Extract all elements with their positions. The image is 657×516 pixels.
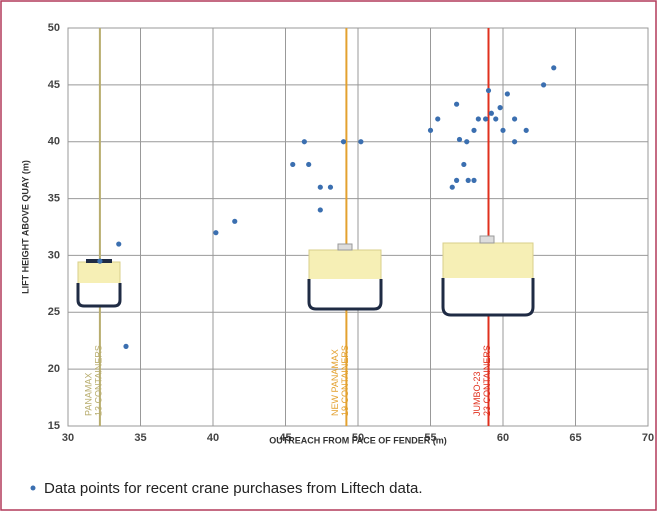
data-point [500,128,505,133]
new-panamax-ship [309,244,381,309]
data-point [450,185,455,190]
data-point [341,139,346,144]
data-point [486,88,491,93]
data-point [290,162,295,167]
y-tick-label: 25 [48,306,60,318]
data-point [512,116,517,121]
legend-label: Data points for recent crane purchases f… [44,480,423,497]
reference-label: 19 CONTAINERS [340,345,350,416]
y-axis-label: LIFT HEIGHT ABOVE QUAY (m) [20,160,30,294]
data-point [454,102,459,107]
data-point [213,230,218,235]
reference-label: NEW PANAMAX [330,349,340,416]
y-tick-label: 45 [48,79,60,91]
data-point [466,178,471,183]
x-tick-label: 40 [207,432,219,444]
x-tick-label: 60 [497,432,509,444]
legend-marker [31,486,36,491]
data-point [541,82,546,87]
data-point [306,162,311,167]
data-point [435,116,440,121]
y-tick-label: 50 [48,22,60,34]
y-tick-label: 35 [48,192,60,204]
data-point [457,137,462,142]
data-point [551,65,556,70]
data-point [505,91,510,96]
data-point [461,162,466,167]
data-point [428,128,433,133]
data-point [454,178,459,183]
data-point [471,128,476,133]
data-point [302,139,307,144]
data-point [318,207,323,212]
data-point [512,139,517,144]
data-point [328,185,333,190]
data-point [483,116,488,121]
data-point [493,116,498,121]
reference-label: PANAMAX [83,373,93,416]
x-tick-label: 30 [62,432,74,444]
data-point [476,116,481,121]
y-tick-label: 40 [48,136,60,148]
data-point [498,105,503,110]
x-tick-label: 35 [134,432,146,444]
data-point [524,128,529,133]
data-point [232,219,237,224]
panamax-ship [78,259,120,306]
data-point [123,344,128,349]
reference-label: 13 CONTAINERS [93,345,103,416]
y-tick-label: 30 [48,249,60,261]
y-tick-label: 20 [48,363,60,375]
figure: 3035404550556065701520253035404550PANAMA… [0,0,657,511]
x-axis-label: OUTREACH FROM FACE OF FENDER (m) [269,435,447,445]
reference-label: 23 CONTAINERS [482,345,492,416]
data-point [471,178,476,183]
data-point [318,185,323,190]
x-tick-label: 65 [569,432,581,444]
x-tick-label: 70 [642,432,654,444]
data-point [358,139,363,144]
reference-label: JUMBO-23 [472,371,482,416]
data-point [116,241,121,246]
data-point [489,111,494,116]
data-point [464,139,469,144]
jumbo-ship [443,236,533,315]
y-tick-label: 15 [48,420,60,432]
data-point [97,259,102,264]
